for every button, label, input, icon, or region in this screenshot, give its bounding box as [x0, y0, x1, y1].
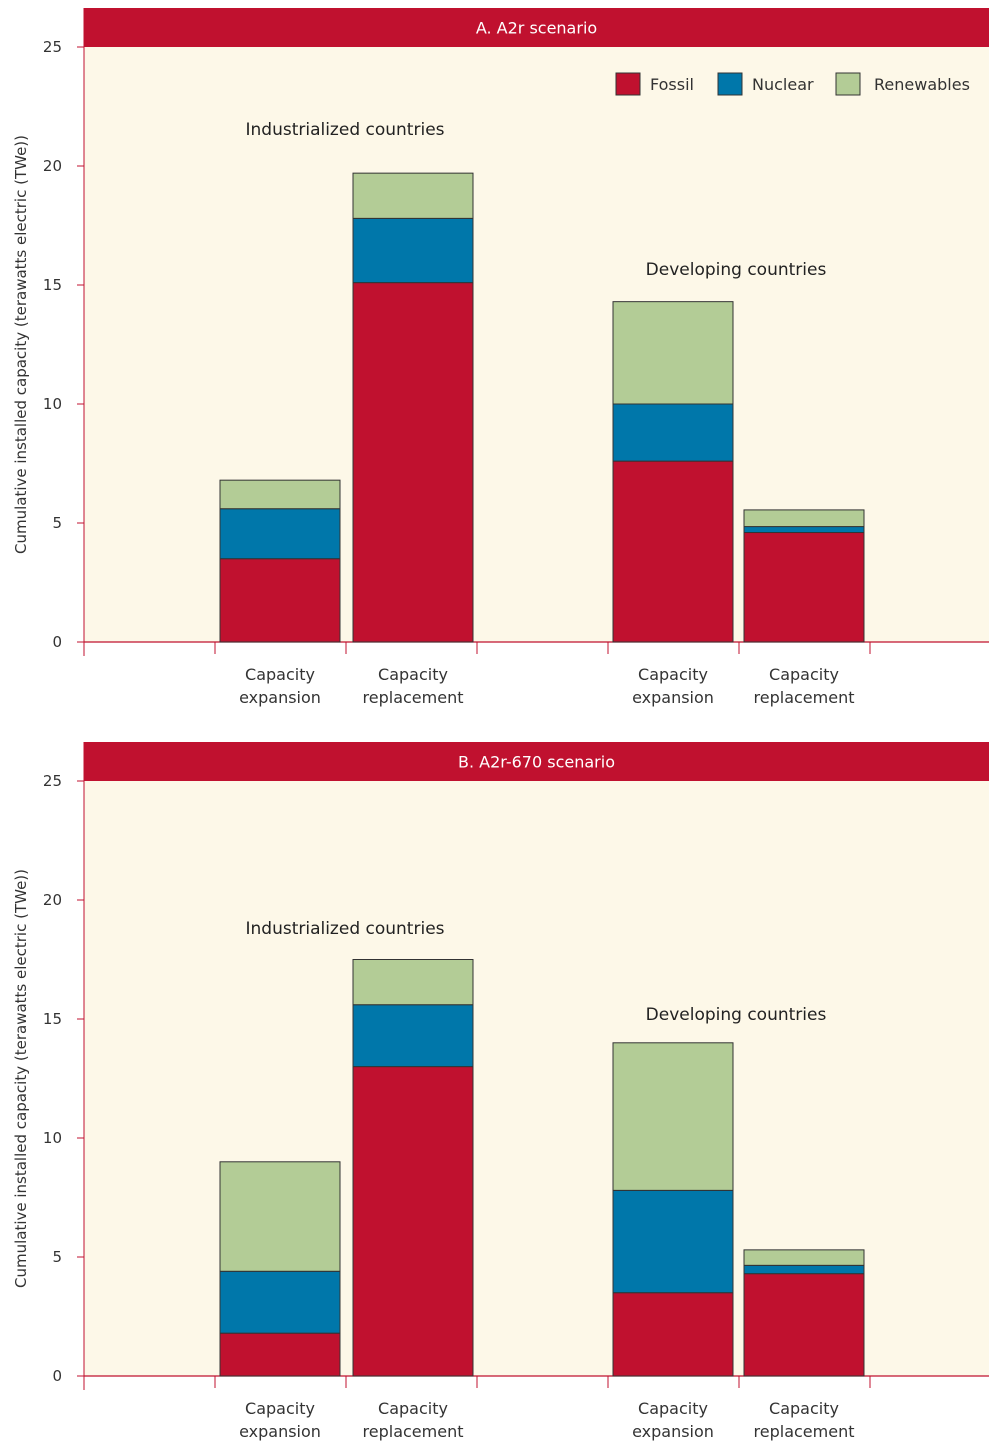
bar-segment-nuclear [219, 1270, 341, 1334]
chart-panel-b: B. A2r-670 scenario 0 5 10 15 20 25 Cumulative … [12, 742, 989, 1441]
bar-segment-renewables [352, 959, 474, 1006]
bar-segment-renewables [352, 172, 474, 219]
group-label: Developing countries [646, 260, 827, 280]
y-tick-label: 5 [52, 1248, 62, 1266]
y-tick-label: 25 [43, 38, 62, 56]
legend: Fossil Nuclear Renewables [615, 72, 970, 96]
y-axis-title: Cumulative installed capacity (terawatts… [12, 869, 30, 1288]
bar-segment-renewables [219, 479, 341, 510]
y-tick-label: 20 [43, 891, 62, 909]
bar-segment-fossil [219, 1332, 341, 1377]
x-category-label: Capacity expansion [239, 1399, 321, 1441]
bar-segment-fossil [352, 1066, 474, 1377]
bar-segment-fossil [612, 460, 734, 643]
panel-title: B. A2r-670 scenario [458, 753, 615, 772]
group-label: Developing countries [646, 1005, 827, 1025]
legend-label-fossil: Fossil [650, 75, 694, 94]
bar-segment-nuclear [743, 1264, 865, 1275]
bar-segment-renewables [743, 509, 865, 528]
panel-header [84, 8, 989, 47]
x-category-label: Capacity replacement [754, 665, 855, 707]
x-category-label: Capacity replacement [363, 1399, 464, 1441]
bar-segment-renewables [612, 1042, 734, 1191]
bar-segment-fossil [612, 1292, 734, 1377]
bar-segment-nuclear [612, 1189, 734, 1294]
bar-segment-nuclear [219, 508, 341, 560]
y-axis-title: Cumulative installed capacity (terawatts… [12, 135, 30, 554]
y-tick-label: 5 [52, 514, 62, 532]
bar-segment-renewables [612, 301, 734, 405]
y-tick-label: 0 [52, 633, 62, 651]
y-tick-label: 25 [43, 772, 62, 790]
bar-segment-nuclear [743, 526, 865, 534]
panel-title: A. A2r scenario [476, 19, 597, 38]
y-tick-label: 20 [43, 157, 62, 175]
bar-segment-fossil [352, 282, 474, 643]
y-tick-label: 10 [43, 1129, 62, 1147]
y-tick-label: 15 [43, 1010, 62, 1028]
bar-segment-nuclear [352, 1004, 474, 1068]
y-tick-label: 0 [52, 1367, 62, 1385]
x-category-label: Capacity replacement [754, 1399, 855, 1441]
bar-segment-renewables [743, 1249, 865, 1266]
panel-header [84, 742, 989, 781]
legend-label-renewables: Renewables [874, 75, 970, 94]
bar-segment-fossil [219, 558, 341, 643]
x-category-label: Capacity expansion [632, 1399, 714, 1441]
bar-segment-fossil [743, 1273, 865, 1377]
legend-label-nuclear: Nuclear [752, 75, 814, 94]
bar-segment-nuclear [352, 217, 474, 284]
y-tick-label: 10 [43, 395, 62, 413]
legend-swatch-nuclear [717, 72, 743, 96]
group-label: Industrialized countries [245, 120, 444, 140]
y-tick-label: 15 [43, 276, 62, 294]
bar-segment-renewables [219, 1161, 341, 1272]
legend-swatch-renewables [835, 72, 861, 96]
group-label: Industrialized countries [245, 919, 444, 939]
x-category-label: Capacity replacement [363, 665, 464, 707]
x-category-label: Capacity expansion [632, 665, 714, 707]
bar-segment-nuclear [612, 403, 734, 462]
chart-panel-a: A. A2r scenario 0 5 10 15 20 25 Cumulative inst… [12, 8, 989, 707]
x-category-label: Capacity expansion [239, 665, 321, 707]
bar-segment-fossil [743, 532, 865, 643]
legend-swatch-fossil [615, 72, 641, 96]
